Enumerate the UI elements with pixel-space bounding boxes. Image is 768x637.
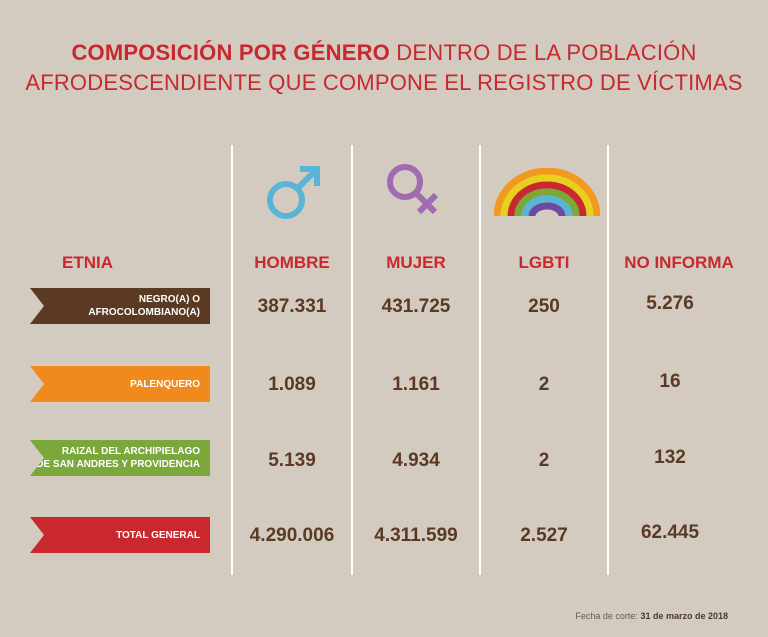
page-title: COMPOSICIÓN POR GÉNERO DENTRO DE LA POBL… xyxy=(0,38,768,98)
title-line-2: AFRODESCENDIENTE QUE COMPONE EL REGISTRO… xyxy=(25,70,743,95)
cell-lgbti: 250 xyxy=(528,296,560,317)
female-symbol-icon xyxy=(387,164,439,215)
rainbow-icon xyxy=(494,168,600,217)
footnote-date: 31 de marzo de 2018 xyxy=(640,611,728,621)
cell-mujer: 4.311.599 xyxy=(374,525,458,546)
cell-hombre: 1.089 xyxy=(268,374,316,395)
cell-lgbti: 2 xyxy=(538,374,550,395)
title-line1-rest: DENTRO DE LA POBLACIÓN xyxy=(396,40,697,65)
header-no-informa: NO INFORMA xyxy=(624,253,734,272)
cell-mujer: 1.161 xyxy=(392,374,440,395)
cell-hombre: 5.139 xyxy=(268,450,316,471)
column-divider xyxy=(351,145,353,575)
cell-mujer: 431.725 xyxy=(381,296,451,317)
header-etnia: ETNIA xyxy=(62,253,113,272)
header-lgbti: LGBTI xyxy=(518,253,570,272)
column-divider xyxy=(607,145,609,575)
column-divider xyxy=(479,145,481,575)
cell-hombre: 4.290.006 xyxy=(249,525,335,546)
row-label-line1: TOTAL GENERAL xyxy=(116,529,200,541)
header-hombre: HOMBRE xyxy=(254,253,330,272)
row-label-line2: AFROCOLOMBIANO(A) xyxy=(88,307,200,318)
row-label-line1: PALENQUERO xyxy=(130,378,200,390)
column-divider xyxy=(231,145,233,575)
title-bold-part: COMPOSICIÓN POR GÉNERO xyxy=(71,40,390,65)
cell-no-informa: 5.276 xyxy=(646,293,694,314)
cell-lgbti: 2.527 xyxy=(520,525,568,546)
title-line-1: COMPOSICIÓN POR GÉNERO DENTRO DE LA POBL… xyxy=(0,38,768,68)
row-label-negro: NEGRO(A) O AFROCOLOMBIANO(A) xyxy=(30,288,210,324)
row-label-line2: DE SAN ANDRES Y PROVIDENCIA xyxy=(36,459,200,470)
cell-mujer: 4.934 xyxy=(392,450,440,471)
cell-no-informa: 62.445 xyxy=(640,522,700,543)
row-label-raizal: RAIZAL DEL ARCHIPIELAGO DE SAN ANDRES Y … xyxy=(30,440,210,476)
header-mujer: MUJER xyxy=(386,253,446,272)
row-label-line1: RAIZAL DEL ARCHIPIELAGO xyxy=(61,446,200,457)
cell-hombre: 387.331 xyxy=(257,296,327,317)
cell-lgbti: 2 xyxy=(538,450,550,471)
male-symbol-icon xyxy=(267,166,320,219)
row-label-palenquero: PALENQUERO xyxy=(30,366,210,402)
footnote-prefix: Fecha de corte: xyxy=(575,611,641,621)
cell-no-informa: 132 xyxy=(654,447,686,468)
row-label-total-general: TOTAL GENERAL xyxy=(30,517,210,553)
cell-no-informa: 16 xyxy=(659,371,681,392)
row-label-line1: NEGRO(A) O xyxy=(138,294,200,305)
footnote-cutoff-date: Fecha de corte: 31 de marzo de 2018 xyxy=(575,611,728,621)
